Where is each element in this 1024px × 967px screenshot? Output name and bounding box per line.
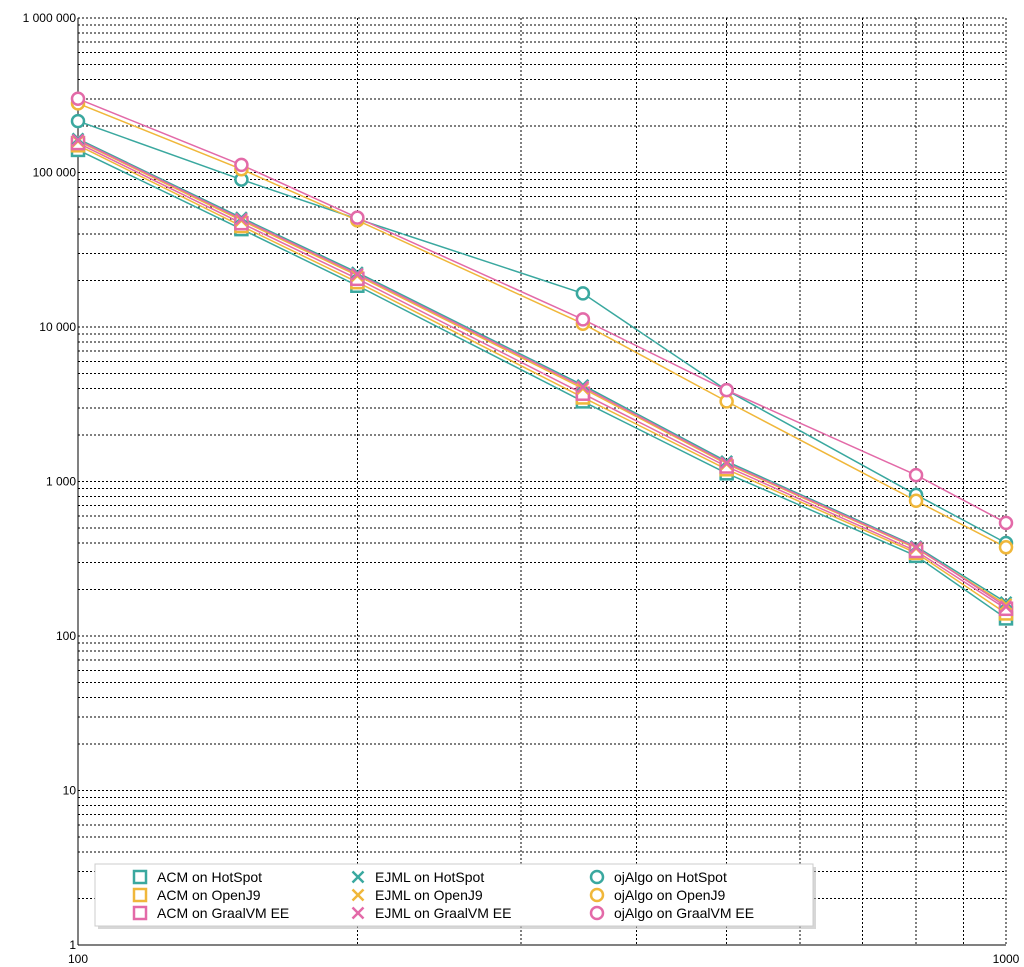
data-point-circle bbox=[719, 382, 734, 398]
data-point-x-stroke bbox=[720, 456, 734, 470]
data-point-x-stroke bbox=[999, 596, 1013, 609]
data-point-circle bbox=[234, 157, 249, 173]
data-point-x-stroke bbox=[999, 598, 1013, 611]
y-tick-label: 1 000 bbox=[46, 475, 76, 489]
grid-lines bbox=[77, 17, 1007, 946]
data-point-x bbox=[999, 596, 1013, 609]
data-point-x-stroke bbox=[909, 540, 923, 554]
data-point-x-stroke bbox=[350, 267, 364, 281]
legend-label: ojAlgo on OpenJ9 bbox=[614, 887, 726, 903]
legend-marker-circle bbox=[589, 869, 605, 885]
legend-marker-x-stroke bbox=[351, 888, 365, 902]
data-point-x bbox=[720, 456, 734, 470]
legend-marker-x-stroke bbox=[351, 906, 365, 920]
data-point-x bbox=[999, 600, 1013, 613]
y-tick-label: 1 bbox=[69, 938, 76, 952]
legend-marker-circle bbox=[589, 905, 605, 921]
data-point-circle bbox=[908, 467, 924, 483]
data-point-x bbox=[909, 540, 923, 554]
legend-label: EJML on HotSpot bbox=[375, 869, 484, 885]
data-point-x bbox=[71, 133, 85, 147]
legend-label: ojAlgo on HotSpot bbox=[614, 869, 727, 885]
legend-label: ACM on HotSpot bbox=[157, 869, 262, 885]
y-tick-label: 100 bbox=[56, 629, 76, 643]
series-points-ejml-on-graalvm-ee bbox=[71, 133, 1013, 613]
legend-label: ACM on GraalVM EE bbox=[157, 905, 289, 921]
legend-label: ojAlgo on GraalVM EE bbox=[614, 905, 754, 921]
data-point-circle bbox=[998, 515, 1014, 531]
legend-marker-circle bbox=[589, 887, 605, 903]
data-point-x-stroke bbox=[576, 380, 590, 394]
data-point-circle bbox=[575, 286, 591, 301]
axis-tick-labels: 1 10 100 1 000 10 000 100 000 1 000 000 100 1000 bbox=[23, 11, 1020, 966]
data-series bbox=[70, 91, 1014, 626]
legend: ACM on HotSpot ACM on OpenJ9 ACM on GraalV… bbox=[94, 863, 816, 929]
y-tick-label: 10 bbox=[63, 784, 77, 798]
y-tick-label: 100 000 bbox=[33, 166, 77, 180]
data-point-circle bbox=[70, 113, 86, 129]
data-point-x bbox=[576, 380, 590, 394]
x-tick-label: 1000 bbox=[993, 952, 1020, 966]
y-tick-label: 10 000 bbox=[39, 320, 76, 334]
data-point-x bbox=[999, 598, 1013, 611]
data-point-circle bbox=[350, 210, 365, 225]
legend-box bbox=[94, 863, 814, 927]
data-point-x bbox=[350, 267, 364, 281]
data-point-x bbox=[235, 212, 248, 226]
legend-marker-square bbox=[132, 869, 148, 885]
y-tick-label: 1 000 000 bbox=[23, 11, 77, 25]
data-point-circle bbox=[70, 91, 86, 107]
legend-marker-x bbox=[351, 870, 365, 884]
data-point-x-stroke bbox=[71, 133, 85, 147]
legend-marker-x bbox=[351, 906, 365, 920]
legend-label: EJML on OpenJ9 bbox=[375, 887, 483, 903]
data-point-square bbox=[70, 135, 86, 151]
data-point-circle bbox=[575, 312, 591, 327]
legend-marker-square bbox=[132, 905, 148, 921]
data-point-circle bbox=[908, 493, 924, 509]
legend-marker-x bbox=[351, 888, 365, 902]
data-point-x-stroke bbox=[999, 600, 1013, 613]
legend-label: ACM on OpenJ9 bbox=[157, 887, 261, 903]
legend-label: EJML on GraalVM EE bbox=[375, 905, 511, 921]
legend-marker-x-stroke bbox=[351, 870, 365, 884]
x-tick-label: 100 bbox=[68, 952, 88, 966]
series-points-ojalgo-on-graalvm-ee bbox=[70, 91, 1014, 531]
data-point-circle bbox=[998, 540, 1014, 555]
legend-marker-square bbox=[132, 887, 148, 903]
data-point-x-stroke bbox=[235, 212, 248, 226]
